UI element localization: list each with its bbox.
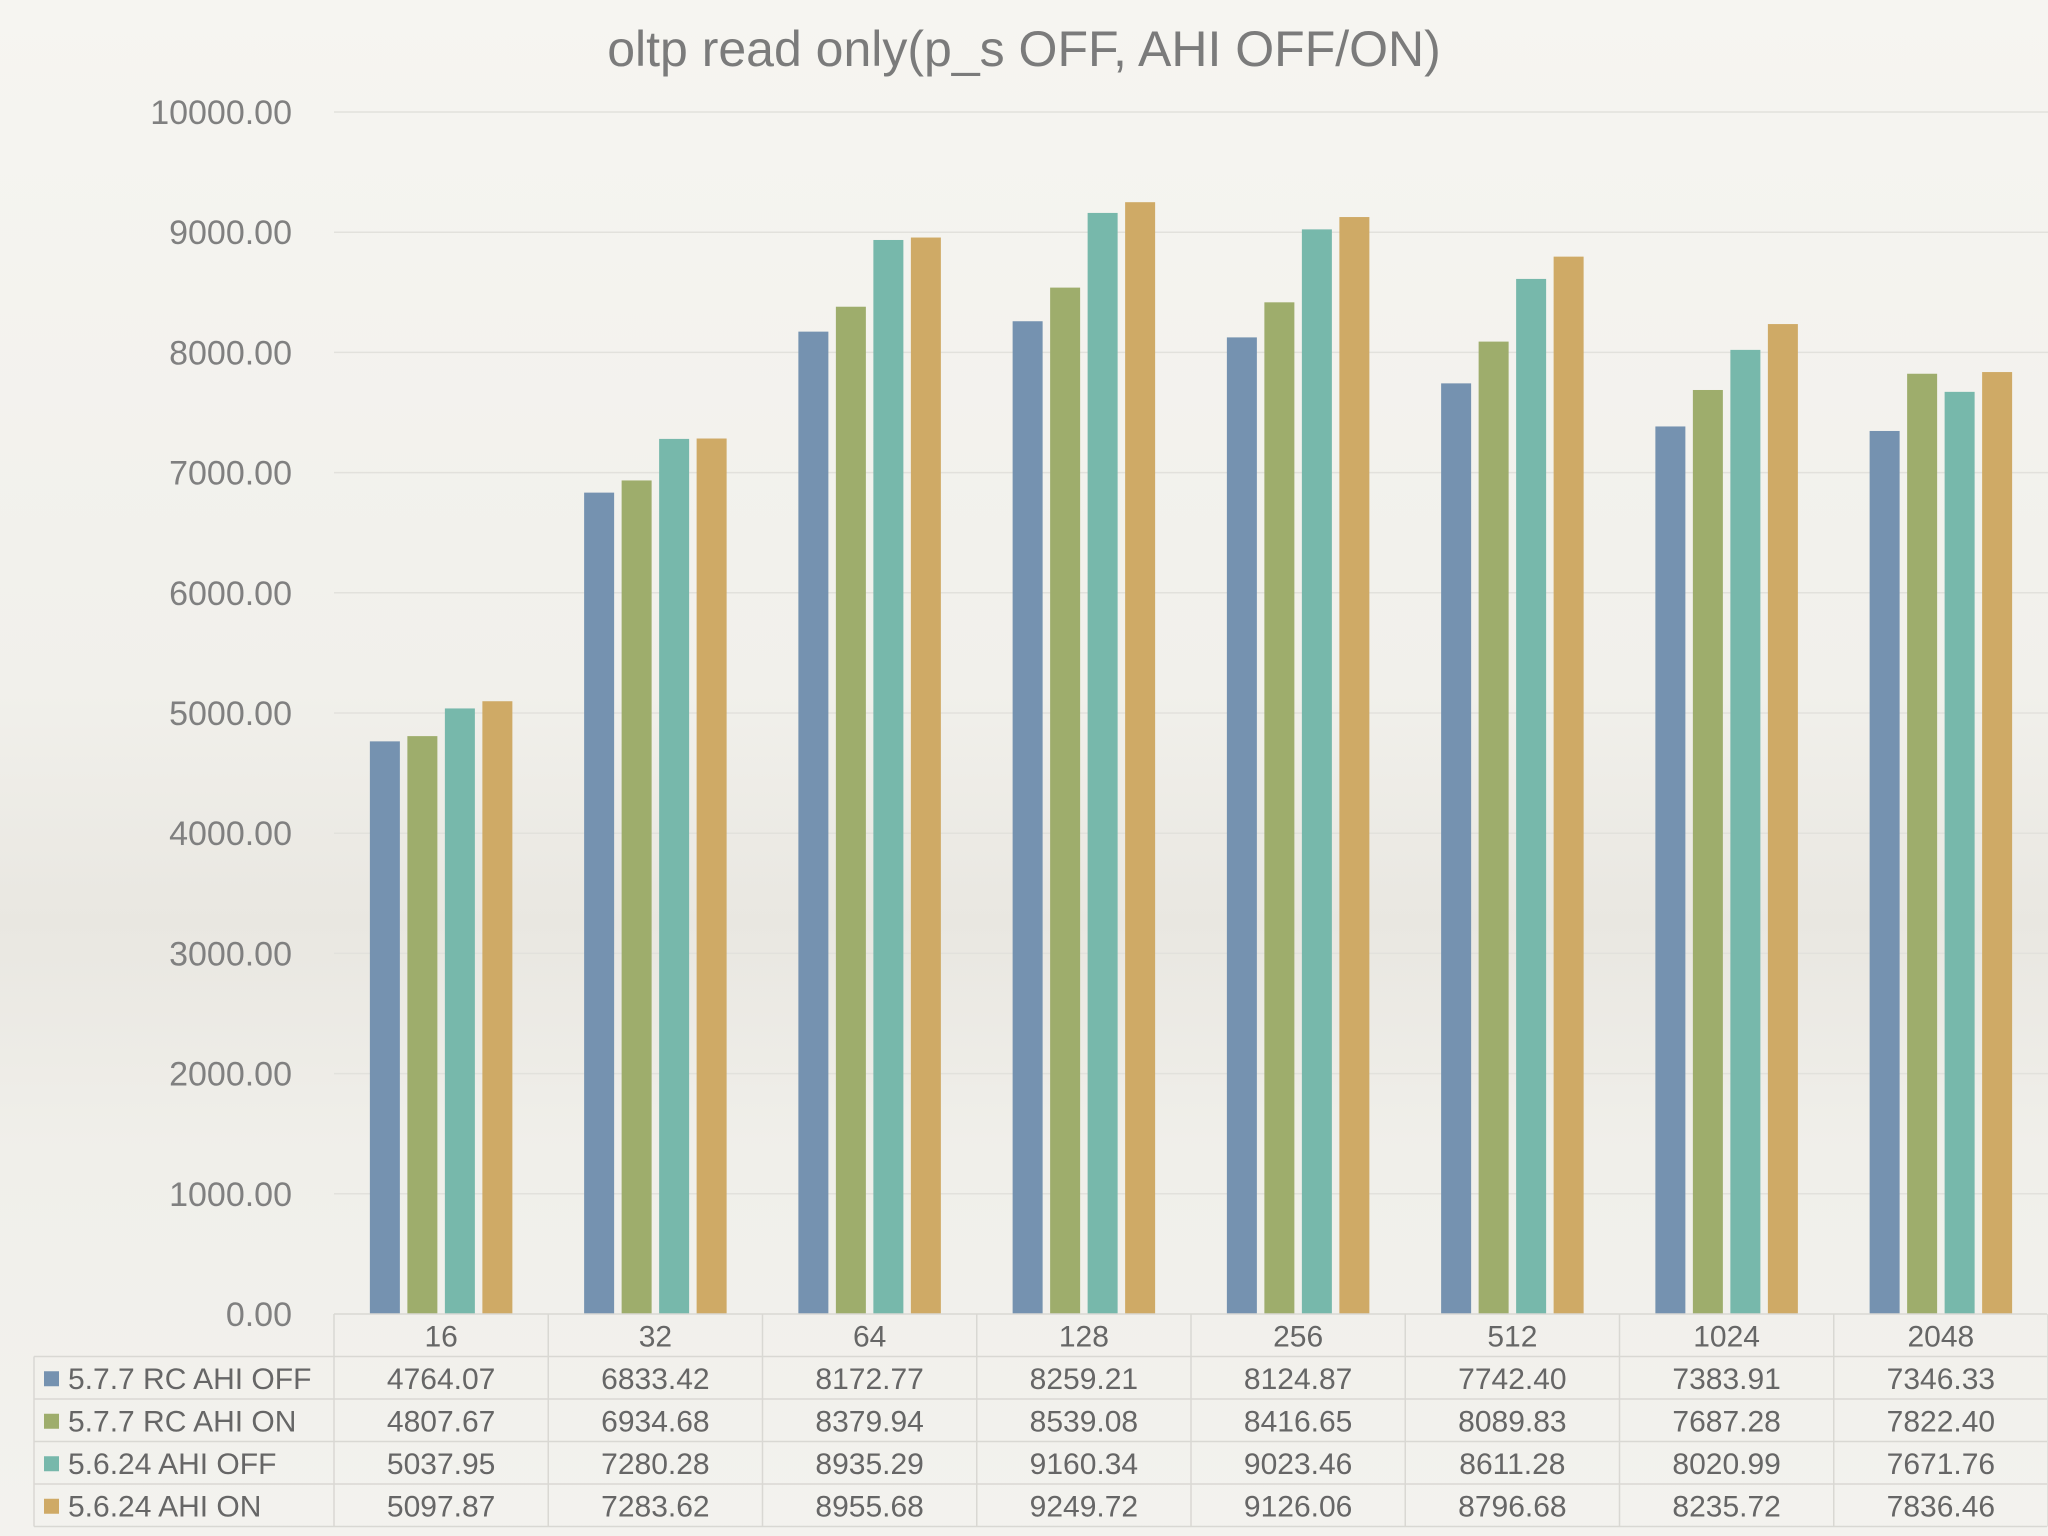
bar-5-6-24-ahi-off-64 <box>873 239 904 1314</box>
bar-5-6-24-ahi-on-128 <box>1125 202 1156 1315</box>
data-label: 8539.08 <box>1030 1406 1138 1439</box>
data-label: 8259.21 <box>1030 1363 1138 1396</box>
data-label: 8955.68 <box>815 1491 923 1524</box>
data-label: 5037.95 <box>387 1448 495 1481</box>
x-category-label: 1024 <box>1693 1321 1760 1354</box>
data-label: 7383.91 <box>1672 1363 1780 1396</box>
data-label: 7742.40 <box>1458 1363 1566 1396</box>
data-label: 9023.46 <box>1244 1448 1352 1481</box>
data-label: 5097.87 <box>387 1491 495 1524</box>
bar-5-6-24-ahi-on-32 <box>696 438 727 1314</box>
bar-5-7-7-rc-ahi-off-128 <box>1012 321 1043 1315</box>
data-label: 7687.28 <box>1672 1406 1780 1439</box>
y-tick-label: 3000.00 <box>169 935 292 973</box>
legend-label: 5.6.24 AHI ON <box>68 1491 261 1524</box>
chart-title: oltp read only(p_s OFF, AHI OFF/ON) <box>607 21 1441 77</box>
bar-5-7-7-rc-ahi-on-2048 <box>1907 373 1938 1314</box>
y-tick-label: 2000.00 <box>169 1056 292 1094</box>
data-label: 6934.68 <box>601 1406 709 1439</box>
bar-5-7-7-rc-ahi-off-16 <box>369 741 400 1314</box>
data-label: 8235.72 <box>1672 1491 1780 1524</box>
legend-key-5-7-7-rc-ahi-off <box>44 1371 59 1387</box>
bar-5-6-24-ahi-on-256 <box>1339 217 1370 1314</box>
data-label: 8172.77 <box>815 1363 923 1396</box>
data-label: 8379.94 <box>815 1406 923 1439</box>
y-tick-label: 7000.00 <box>169 455 292 493</box>
legend-key-5-7-7-rc-ahi-on <box>44 1413 59 1429</box>
x-category-label: 128 <box>1059 1321 1109 1354</box>
data-label: 8020.99 <box>1672 1448 1780 1481</box>
legend-key-5-6-24-ahi-off <box>44 1456 59 1472</box>
bar-5-6-24-ahi-on-64 <box>910 237 941 1315</box>
y-tick-label: 8000.00 <box>169 334 292 372</box>
x-category-label: 64 <box>853 1321 886 1354</box>
data-label: 9126.06 <box>1244 1491 1352 1524</box>
bar-5-6-24-ahi-off-256 <box>1301 229 1332 1314</box>
bar-5-6-24-ahi-off-16 <box>444 708 475 1314</box>
bar-5-6-24-ahi-on-1024 <box>1767 324 1798 1314</box>
x-category-label: 512 <box>1487 1321 1537 1354</box>
bar-5-7-7-rc-ahi-on-16 <box>407 736 438 1314</box>
bar-5-7-7-rc-ahi-off-256 <box>1226 337 1257 1314</box>
data-label: 4764.07 <box>387 1363 495 1396</box>
bar-5-6-24-ahi-on-512 <box>1553 256 1584 1315</box>
data-label: 8611.28 <box>1459 1448 1565 1481</box>
legend-label: 5.7.7 RC AHI ON <box>68 1406 296 1439</box>
y-tick-label: 4000.00 <box>169 815 292 853</box>
bar-5-7-7-rc-ahi-on-1024 <box>1692 389 1723 1314</box>
bar-5-6-24-ahi-off-128 <box>1087 212 1118 1315</box>
bar-5-6-24-ahi-off-1024 <box>1730 349 1761 1314</box>
x-category-label: 256 <box>1273 1321 1323 1354</box>
x-category-label: 16 <box>424 1321 457 1354</box>
data-label: 7283.62 <box>601 1491 709 1524</box>
data-label: 7671.76 <box>1887 1448 1995 1481</box>
bar-5-7-7-rc-ahi-on-64 <box>835 306 866 1314</box>
bar-5-7-7-rc-ahi-on-128 <box>1050 287 1081 1315</box>
bar-5-7-7-rc-ahi-off-32 <box>584 492 615 1314</box>
bar-5-6-24-ahi-off-32 <box>659 438 690 1314</box>
x-category-label: 32 <box>639 1321 672 1354</box>
y-tick-label: 1000.00 <box>169 1176 292 1214</box>
y-tick-label: 9000.00 <box>169 214 292 252</box>
bar-5-7-7-rc-ahi-on-32 <box>621 480 652 1314</box>
data-label: 7836.46 <box>1887 1491 1995 1524</box>
bar-5-7-7-rc-ahi-on-256 <box>1264 302 1295 1314</box>
data-label: 8796.68 <box>1458 1491 1566 1524</box>
data-label: 8416.65 <box>1244 1406 1352 1439</box>
bar-5-7-7-rc-ahi-off-1024 <box>1655 426 1686 1315</box>
data-label: 9249.72 <box>1030 1491 1138 1524</box>
data-label: 7346.33 <box>1887 1363 1995 1396</box>
y-tick-label: 0.00 <box>226 1296 292 1334</box>
legend-label: 5.7.7 RC AHI OFF <box>68 1363 311 1396</box>
data-label: 7280.28 <box>601 1448 709 1481</box>
data-label: 6833.42 <box>601 1363 709 1396</box>
bar-5-7-7-rc-ahi-on-512 <box>1478 341 1509 1315</box>
data-label: 8089.83 <box>1458 1406 1566 1439</box>
legend-label: 5.6.24 AHI OFF <box>68 1448 276 1481</box>
data-label: 9160.34 <box>1030 1448 1138 1481</box>
bar-5-6-24-ahi-off-512 <box>1516 278 1547 1315</box>
bar-5-6-24-ahi-on-16 <box>482 701 513 1314</box>
bar-5-7-7-rc-ahi-off-64 <box>798 331 829 1314</box>
bar-5-6-24-ahi-off-2048 <box>1944 391 1975 1314</box>
data-label: 7822.40 <box>1887 1406 1995 1439</box>
y-tick-label: 10000.00 <box>150 94 292 132</box>
data-label: 4807.67 <box>387 1406 495 1439</box>
legend-key-5-6-24-ahi-on <box>44 1498 59 1514</box>
bar-5-6-24-ahi-on-2048 <box>1982 372 2013 1314</box>
y-tick-label: 5000.00 <box>169 695 292 733</box>
data-label: 8935.29 <box>815 1448 923 1481</box>
bar-5-7-7-rc-ahi-off-2048 <box>1869 430 1900 1314</box>
y-tick-label: 6000.00 <box>169 575 292 613</box>
data-label: 8124.87 <box>1244 1363 1352 1396</box>
x-category-label: 2048 <box>1908 1321 1975 1354</box>
bar-5-7-7-rc-ahi-off-512 <box>1441 383 1472 1314</box>
